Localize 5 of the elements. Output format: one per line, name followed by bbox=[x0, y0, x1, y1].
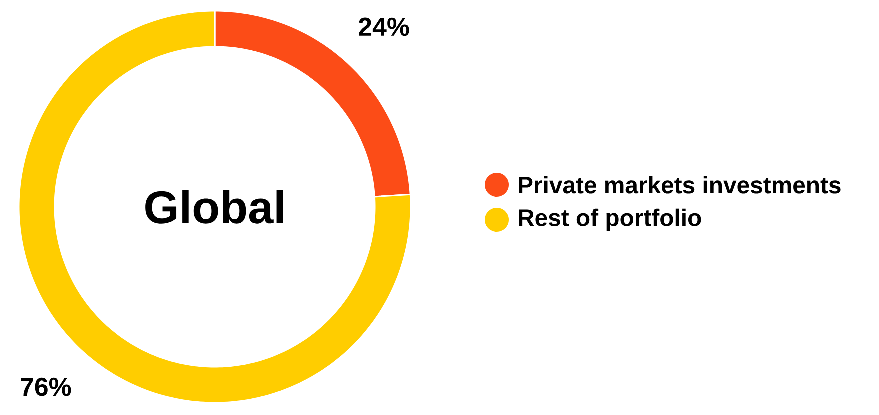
text: Global bbox=[146, 190, 284, 224]
legend-label: Rest of portfolio bbox=[519, 208, 702, 232]
data-label: 76% bbox=[21, 378, 72, 396]
legend-label: Private markets investments bbox=[519, 176, 841, 194]
data-label: 24% bbox=[359, 18, 410, 36]
